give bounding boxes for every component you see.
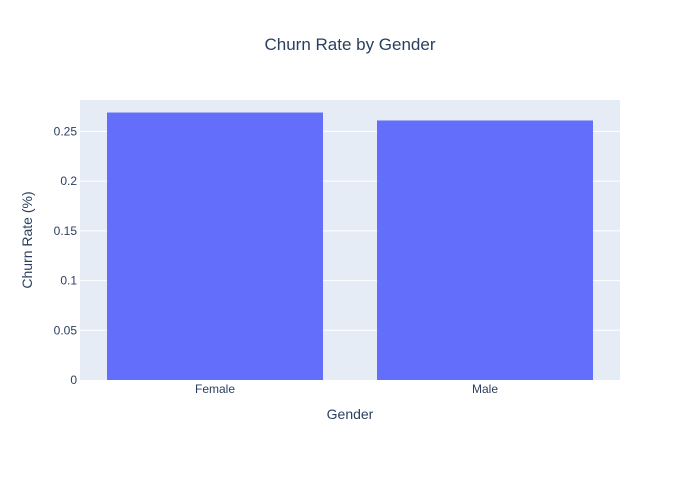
bar-male[interactable]	[377, 120, 593, 380]
y-tick-label: 0.15	[54, 224, 78, 238]
y-tick-label: 0	[70, 373, 77, 387]
bars	[107, 112, 593, 380]
x-tick-labels: Female Male	[195, 382, 498, 396]
x-tick-label: Female	[195, 382, 235, 396]
x-tick-label: Male	[472, 382, 498, 396]
y-tick-label: 0.2	[60, 174, 77, 188]
y-tick-label: 0.1	[60, 274, 77, 288]
y-tick-labels: 0 0.05 0.1 0.15 0.2 0.25	[54, 124, 78, 387]
y-tick-label: 0.25	[54, 124, 78, 138]
chart-title: Churn Rate by Gender	[264, 35, 435, 54]
x-axis-title: Gender	[327, 406, 374, 422]
y-tick-label: 0.05	[54, 323, 78, 337]
y-axis-title: Churn Rate (%)	[19, 191, 35, 288]
bar-female[interactable]	[107, 112, 323, 380]
